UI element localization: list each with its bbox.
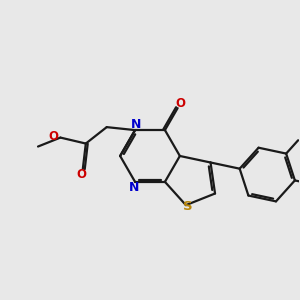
Text: S: S <box>183 200 192 213</box>
Text: N: N <box>130 118 141 130</box>
Text: O: O <box>76 168 86 182</box>
Text: N: N <box>128 181 139 194</box>
Text: O: O <box>175 97 185 110</box>
Text: O: O <box>48 130 58 142</box>
